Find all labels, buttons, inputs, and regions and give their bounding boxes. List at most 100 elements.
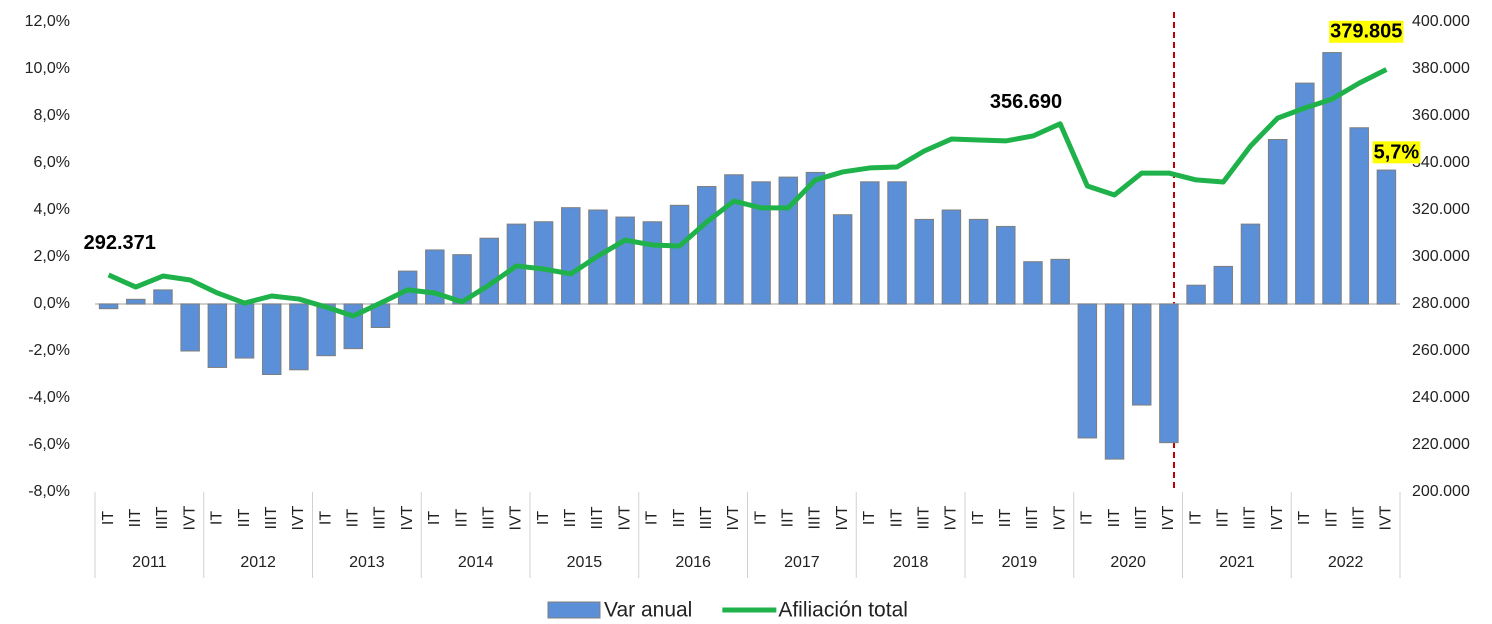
y-tick-label: 8,0% (34, 107, 70, 124)
bar (1213, 265, 1234, 305)
x-tick-label: IIIT (480, 506, 497, 529)
x-tick-label: IIT (888, 508, 905, 527)
x-tick-label: IVT (290, 505, 307, 530)
y2-tick-label: 300.000 (1412, 248, 1470, 265)
x-tick-label: IVT (1269, 505, 1286, 530)
data-label: 5,7% (1374, 141, 1420, 163)
y2-tick-label: 220.000 (1412, 436, 1470, 453)
data-label: 292.371 (84, 232, 156, 254)
x-tick-label: IIIT (372, 506, 389, 529)
y2-tick-label: 240.000 (1412, 389, 1470, 406)
x-tick-label: IIT (780, 508, 797, 527)
x-tick-label: IIIT (154, 506, 171, 529)
bar (615, 216, 635, 305)
year-label: 2018 (893, 554, 929, 571)
x-tick-label: IVT (725, 505, 742, 530)
x-tick-label: IT (970, 511, 987, 525)
x-tick-label: IT (861, 511, 878, 525)
year-label: 2022 (1328, 554, 1364, 571)
y2-tick-label: 260.000 (1412, 342, 1470, 359)
bar (316, 303, 336, 357)
y-tick-label: -2,0% (28, 342, 70, 359)
x-tick-label: IVT (834, 505, 851, 530)
x-tick-label: IVT (399, 505, 416, 530)
bar (479, 237, 499, 305)
line (107, 67, 1388, 319)
year-label: 2017 (784, 554, 820, 571)
x-tick-label: IIIT (698, 506, 715, 529)
year-label: 2016 (675, 554, 711, 571)
x-tick-label: IVT (508, 505, 525, 530)
bar (778, 176, 799, 305)
x-tick-label: IVT (1160, 505, 1177, 530)
x-tick-label: IT (752, 511, 769, 525)
bar (1023, 261, 1043, 305)
x-tick-label: IIIT (263, 506, 280, 529)
x-tick-label: IIT (1323, 508, 1340, 527)
x-tick-label: IIT (1106, 508, 1123, 527)
year-label: 2020 (1110, 554, 1146, 571)
bar (1240, 223, 1261, 305)
x-tick-label: IIT (127, 508, 144, 527)
x-tick-label: IIIT (807, 506, 824, 529)
bar (996, 225, 1016, 305)
bar (126, 298, 146, 305)
bar (207, 303, 228, 368)
y2-tick-label: 280.000 (1412, 295, 1470, 312)
bar (669, 204, 690, 305)
year-label: 2011 (132, 554, 167, 571)
x-tick-label: IIT (236, 508, 253, 527)
x-tick-label: IIT (671, 508, 688, 527)
y2-tick-label: 200.000 (1412, 483, 1470, 500)
x-tick-label: IIIT (915, 506, 932, 529)
y2-tick-label: 360.000 (1412, 107, 1470, 124)
year-label: 2015 (567, 554, 603, 571)
x-tick-label: IIT (1215, 508, 1232, 527)
x-tick-label: IVT (943, 505, 960, 530)
bar (561, 207, 581, 305)
bar (751, 181, 771, 305)
bar (98, 303, 119, 310)
x-tick-label: IT (317, 511, 334, 525)
year-label: 2019 (1002, 554, 1038, 571)
year-label: 2012 (240, 554, 276, 571)
bar (941, 209, 962, 305)
bar (1267, 139, 1288, 305)
year-label: 2014 (458, 554, 494, 571)
y-tick-label: 10,0% (25, 60, 70, 77)
y2-tick-label: 320.000 (1412, 201, 1470, 218)
y2-tick-label: 400.000 (1412, 13, 1470, 30)
bar (289, 303, 309, 371)
y-tick-label: -4,0% (28, 389, 70, 406)
x-tick-label: IVT (181, 505, 198, 530)
x-tick-label: IT (1187, 511, 1204, 525)
x-tick-label: IT (1079, 511, 1096, 525)
x-tick-label: IIIT (1024, 506, 1041, 529)
y-tick-label: 2,0% (34, 248, 70, 265)
x-tick-label: IT (209, 511, 226, 525)
bar (805, 171, 826, 305)
bar (642, 221, 663, 305)
x-tick-label: IVT (1051, 505, 1068, 530)
legend-label: Afiliación total (778, 599, 908, 622)
bar (1376, 169, 1397, 305)
year-label: 2013 (349, 554, 385, 571)
y2-tick-label: 340.000 (1412, 154, 1470, 171)
legend-swatch (547, 601, 601, 619)
year-label: 2021 (1219, 554, 1255, 571)
bar (180, 303, 200, 352)
bar (1050, 258, 1070, 305)
x-tick-label: IIIT (1350, 506, 1367, 529)
bar (724, 174, 744, 305)
x-tick-label: IT (535, 511, 552, 525)
bar (1186, 284, 1206, 305)
y-tick-label: -6,0% (28, 436, 70, 453)
bar (234, 303, 255, 359)
x-tick-label: IIT (562, 508, 579, 527)
bar (832, 214, 853, 305)
x-tick-label: IT (100, 511, 117, 525)
x-tick-label: IIT (997, 508, 1014, 527)
x-tick-label: IIT (345, 508, 362, 527)
x-tick-label: IIIT (589, 506, 606, 529)
